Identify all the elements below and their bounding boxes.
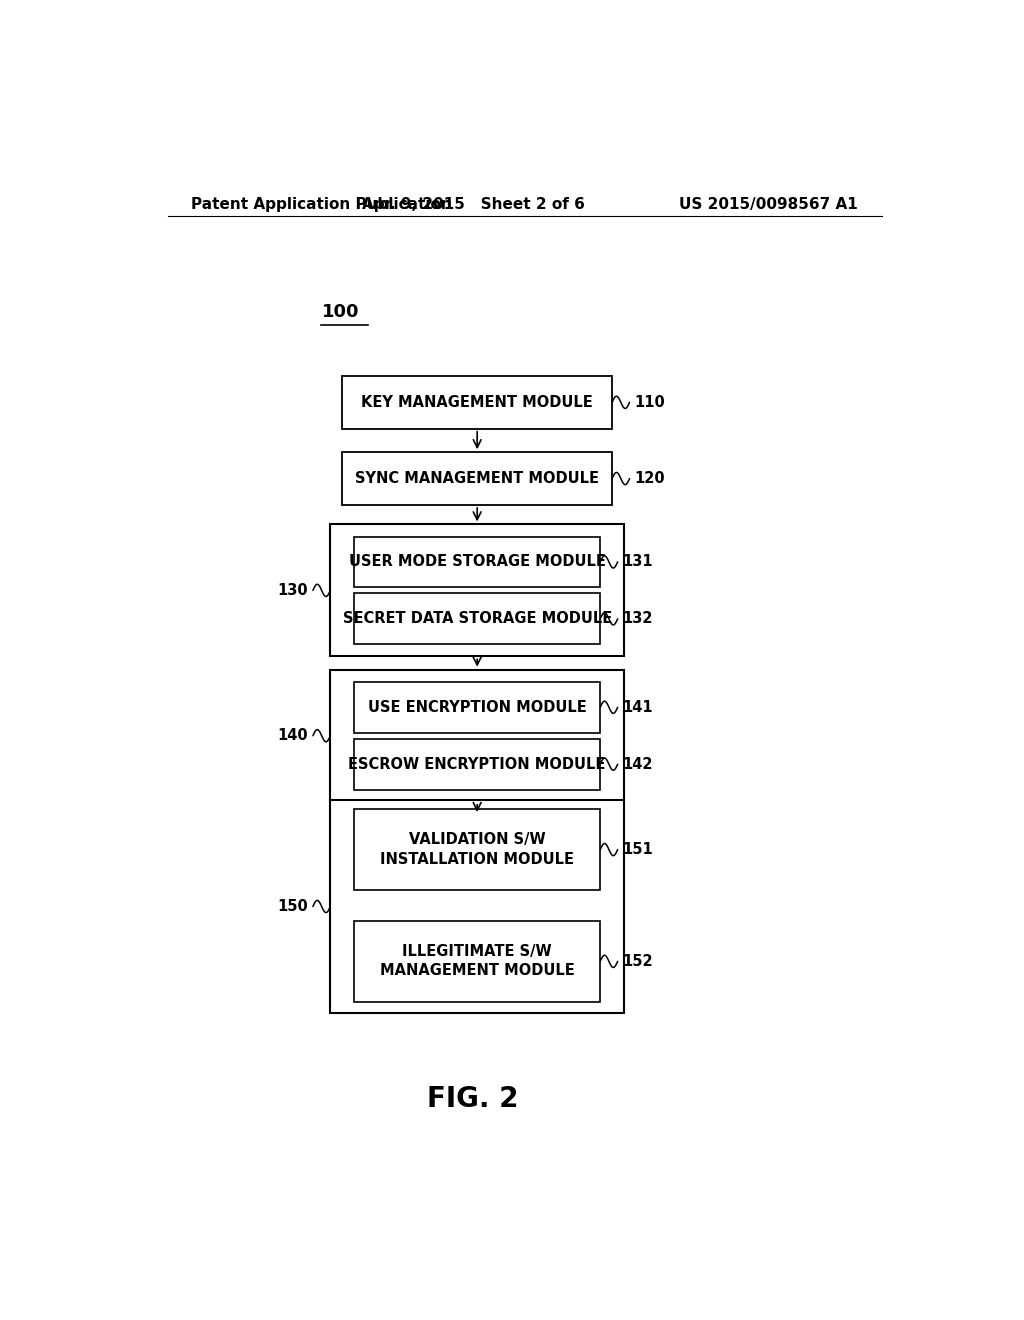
Text: FIG. 2: FIG. 2 [427,1085,519,1113]
Text: 140: 140 [278,729,308,743]
Text: 132: 132 [623,611,653,626]
Bar [354,536,600,587]
Text: USER MODE STORAGE MODULE: USER MODE STORAGE MODULE [349,554,605,569]
Bar [354,809,600,890]
Text: Patent Application Publication: Patent Application Publication [191,197,453,211]
Text: 152: 152 [623,954,653,969]
Text: ILLEGITIMATE S/W
MANAGEMENT MODULE: ILLEGITIMATE S/W MANAGEMENT MODULE [380,944,574,978]
Text: 141: 141 [623,700,653,714]
Text: 131: 131 [623,554,653,569]
Text: 130: 130 [278,583,308,598]
Bar [354,682,600,733]
Text: SECRET DATA STORAGE MODULE: SECRET DATA STORAGE MODULE [343,611,611,626]
Bar [342,376,612,429]
Bar [354,921,600,1002]
Text: Apr. 9, 2015   Sheet 2 of 6: Apr. 9, 2015 Sheet 2 of 6 [361,197,585,211]
Text: VALIDATION S/W
INSTALLATION MODULE: VALIDATION S/W INSTALLATION MODULE [380,833,574,867]
Bar [342,453,612,506]
Text: 100: 100 [323,304,359,321]
Text: USE ENCRYPTION MODULE: USE ENCRYPTION MODULE [368,700,587,714]
Bar [354,594,600,644]
Text: 151: 151 [623,842,653,857]
Bar [331,669,624,801]
Text: SYNC MANAGEMENT MODULE: SYNC MANAGEMENT MODULE [355,471,599,486]
Bar [331,524,624,656]
Text: ESCROW ENCRYPTION MODULE: ESCROW ENCRYPTION MODULE [348,756,606,772]
Text: 110: 110 [634,395,665,409]
Text: 150: 150 [278,899,308,913]
Text: US 2015/0098567 A1: US 2015/0098567 A1 [679,197,858,211]
Text: 120: 120 [634,471,665,486]
Bar [354,739,600,789]
Bar [331,800,624,1014]
Text: KEY MANAGEMENT MODULE: KEY MANAGEMENT MODULE [361,395,593,409]
Text: 142: 142 [623,756,653,772]
